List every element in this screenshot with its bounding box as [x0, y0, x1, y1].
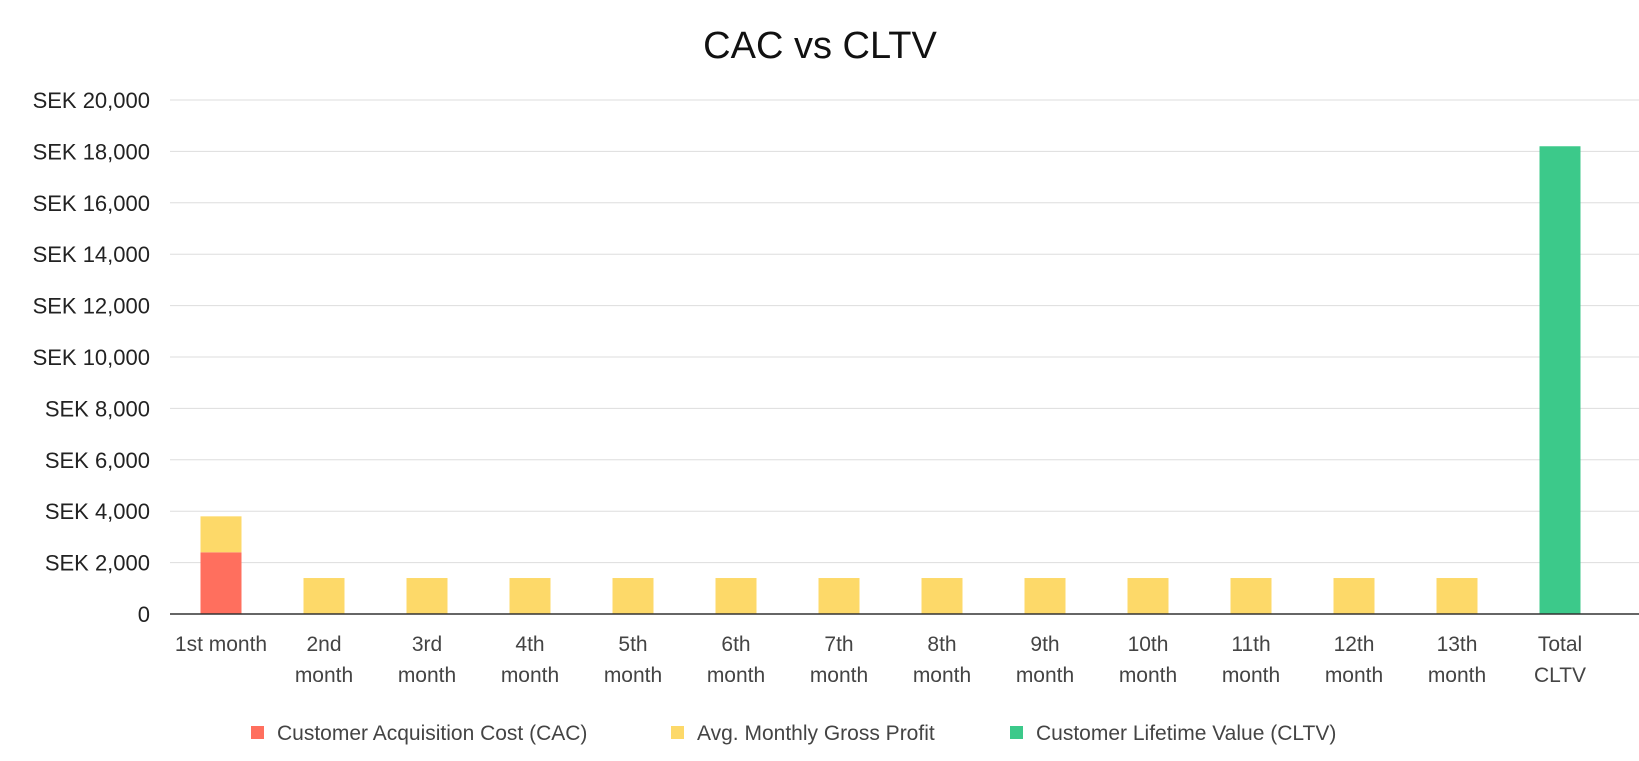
y-tick-label: SEK 6,000: [45, 448, 150, 473]
x-tick-label: 2nd: [306, 633, 341, 656]
legend-swatch: [671, 726, 684, 739]
x-tick-label: 7th: [824, 633, 853, 656]
x-tick-label: month: [810, 664, 868, 687]
bar-gross-profit: [406, 578, 448, 614]
x-tick-label: CLTV: [1534, 664, 1586, 687]
bar-gross-profit: [1230, 578, 1272, 614]
bar-gross-profit: [1436, 578, 1478, 614]
y-tick-label: SEK 14,000: [33, 242, 150, 267]
y-tick-label: SEK 10,000: [33, 345, 150, 370]
bar-gross-profit: [715, 578, 757, 614]
y-tick-label: SEK 2,000: [45, 551, 150, 576]
legend-label: Customer Acquisition Cost (CAC): [277, 722, 587, 745]
x-tick-label: 4th: [515, 633, 544, 656]
bar-gross-profit: [818, 578, 860, 614]
bar-gross-profit: [509, 578, 551, 614]
legend-label: Customer Lifetime Value (CLTV): [1036, 722, 1336, 745]
x-tick-label: Total: [1538, 633, 1582, 656]
x-tick-label: month: [604, 664, 662, 687]
grid-lines: [170, 99, 1639, 564]
bar-gross-profit: [1127, 578, 1169, 614]
x-tick-label: 6th: [721, 633, 750, 656]
x-tick-label: month: [1119, 664, 1177, 687]
bars: [200, 146, 1581, 614]
x-axis-tick-labels: 1st month 2nd month 3rd month 4th month 5th mont…: [175, 633, 1586, 687]
x-tick-label: month: [501, 664, 559, 687]
legend-swatch: [1010, 726, 1023, 739]
chart-title: CAC vs CLTV: [703, 25, 937, 67]
x-tick-label: 11th: [1231, 633, 1270, 656]
legend-label: Avg. Monthly Gross Profit: [697, 722, 935, 745]
x-tick-label: 10th: [1128, 633, 1169, 656]
x-tick-label: 12th: [1334, 633, 1375, 656]
x-tick-label: month: [1428, 664, 1486, 687]
x-tick-label: 1st month: [175, 633, 267, 656]
y-tick-label: 0: [138, 602, 150, 627]
bar-gross-profit: [921, 578, 963, 614]
x-tick-label: 8th: [927, 633, 956, 656]
y-tick-label: SEK 8,000: [45, 396, 150, 421]
x-tick-label: month: [1325, 664, 1383, 687]
x-tick-label: 3rd: [412, 633, 442, 656]
bar-gross-profit: [1333, 578, 1375, 614]
y-axis-tick-labels: 0 SEK 2,000 SEK 4,000 SEK 6,000 SEK 8,000 SEK…: [33, 88, 150, 627]
bar-gross-profit: [612, 578, 654, 614]
x-tick-label: month: [295, 664, 353, 687]
x-tick-label: month: [1016, 664, 1074, 687]
bar-cltv: [1539, 146, 1581, 614]
x-tick-label: month: [913, 664, 971, 687]
x-tick-label: 13th: [1437, 633, 1478, 656]
x-tick-label: 5th: [618, 633, 647, 656]
legend-swatch: [251, 726, 264, 739]
y-tick-label: SEK 18,000: [33, 139, 150, 164]
y-tick-label: SEK 4,000: [45, 499, 150, 524]
bar-gross-profit: [200, 516, 242, 553]
x-tick-label: month: [707, 664, 765, 687]
x-tick-label: 9th: [1030, 633, 1059, 656]
legend: Customer Acquisition Cost (CAC) Avg. Mont…: [251, 722, 1336, 745]
bar-gross-profit: [303, 578, 345, 614]
bar-gross-profit: [1024, 578, 1066, 614]
y-tick-label: SEK 12,000: [33, 294, 150, 319]
y-tick-label: SEK 20,000: [33, 88, 150, 113]
x-tick-label: month: [1222, 664, 1280, 687]
bar-cac: [200, 552, 242, 614]
y-tick-label: SEK 16,000: [33, 191, 150, 216]
x-tick-label: month: [398, 664, 456, 687]
